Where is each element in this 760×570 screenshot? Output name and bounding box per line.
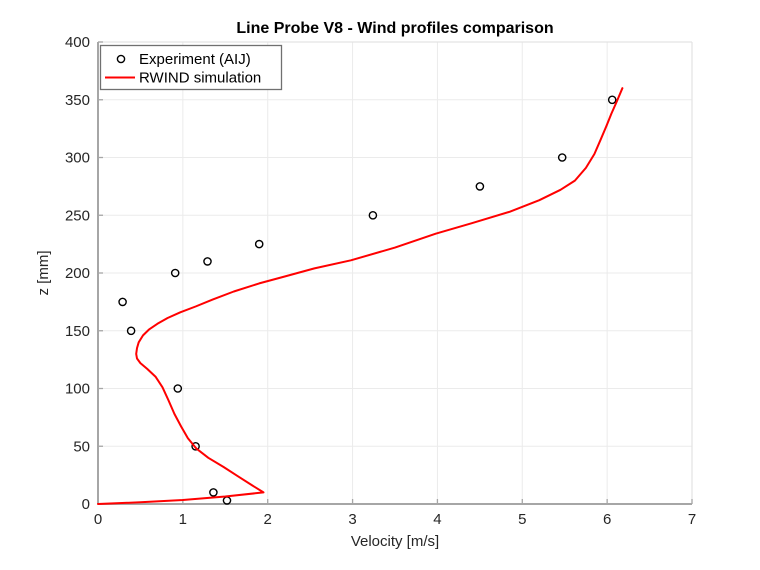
y-tick-label-0: 0 <box>82 496 90 513</box>
legend: Experiment (AIJ) RWIND simulation <box>99 44 283 91</box>
experiment-point-3 <box>173 384 183 393</box>
legend-label-simulation: RWIND simulation <box>139 70 261 87</box>
legend-label-experiment: Experiment (AIJ) <box>139 51 251 68</box>
y-tick-label-300: 300 <box>65 150 90 167</box>
x-tick-label-6: 6 <box>603 511 611 528</box>
x-axis-label: Velocity [m/s] <box>351 533 439 550</box>
x-tick-label-1: 1 <box>179 511 187 528</box>
y-tick-label-400: 400 <box>65 34 90 51</box>
x-tick-label-2: 2 <box>264 511 272 528</box>
experiment-point-1 <box>209 488 218 497</box>
x-tick-label-4: 4 <box>433 511 441 528</box>
x-tick-label-3: 3 <box>348 511 356 528</box>
y-tick-label-100: 100 <box>65 381 90 398</box>
x-tick-label-5: 5 <box>518 511 526 528</box>
experiment-point-4 <box>126 326 136 336</box>
experiment-point-2 <box>191 441 200 451</box>
y-tick-label-150: 150 <box>65 323 90 340</box>
experiment-point-10 <box>475 182 485 191</box>
experiment-point-11 <box>557 153 567 162</box>
y-axis-label: z [mm] <box>35 251 52 296</box>
experiment-point-7 <box>203 257 212 266</box>
simulation-line <box>97 87 624 505</box>
y-tick-label-350: 350 <box>65 92 90 109</box>
experiment-point-8 <box>254 239 264 249</box>
chart-title: Line Probe V8 - Wind profiles comparison <box>236 20 553 37</box>
x-tick-label-7: 7 <box>688 511 696 528</box>
x-tick-label-0: 0 <box>94 511 102 528</box>
experiment-point-12 <box>607 95 617 105</box>
experiment-legend-marker-icon <box>116 54 126 64</box>
experiment-point-5 <box>118 297 127 307</box>
y-tick-label-250: 250 <box>65 207 90 224</box>
grid-layer <box>98 42 692 504</box>
y-tick-label-50: 50 <box>73 438 90 455</box>
series-layer <box>97 87 624 505</box>
legend-box <box>99 44 283 91</box>
axis-layer: 0 1 2 3 4 5 6 7 0 50 100 150 200 250 300 350 400 <box>65 34 696 528</box>
experiment-point-6 <box>170 268 180 278</box>
experiment-point-9 <box>368 210 378 220</box>
y-tick-label-200: 200 <box>65 265 90 282</box>
